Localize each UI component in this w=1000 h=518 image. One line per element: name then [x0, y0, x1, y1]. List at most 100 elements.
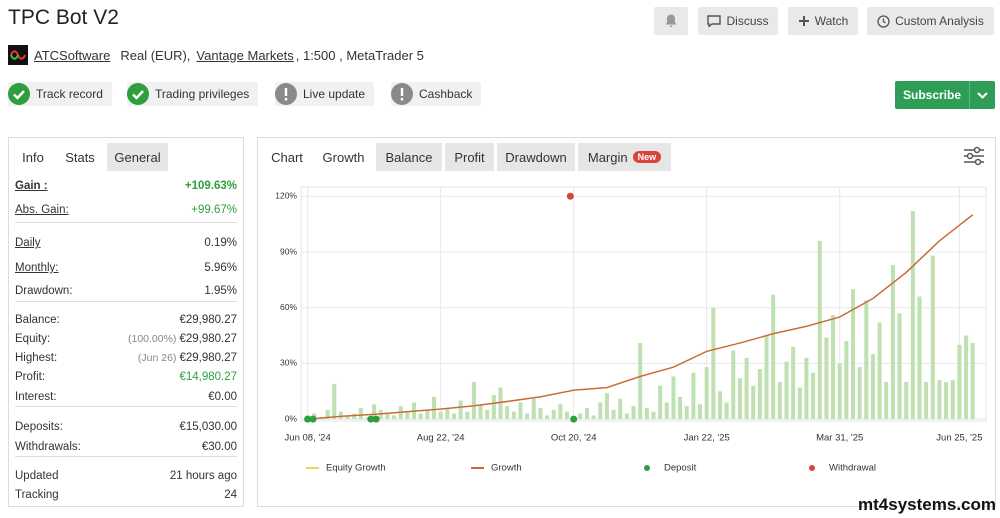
- daily-bar: [658, 385, 663, 420]
- broker-link[interactable]: Vantage Markets: [196, 47, 294, 63]
- separator: [15, 222, 237, 223]
- stat-label: Gain :: [15, 180, 48, 192]
- daily-bar: [850, 289, 855, 420]
- status-badge: Trading privileges: [127, 82, 259, 106]
- daily-bar: [784, 361, 789, 420]
- stat-label: Tracking: [15, 489, 59, 501]
- stat-row: Daily 0.19%: [15, 237, 237, 249]
- settings-icon[interactable]: [963, 146, 985, 166]
- stat-value-group: €15,030.00: [179, 421, 237, 433]
- watch-button[interactable]: Watch: [788, 7, 858, 35]
- chart-tab[interactable]: Drawdown: [497, 143, 575, 171]
- daily-bar: [445, 408, 450, 420]
- daily-bar: [757, 369, 762, 420]
- daily-bar: [771, 294, 776, 420]
- notify-button[interactable]: [654, 7, 688, 35]
- icon-circle: [127, 83, 149, 105]
- daily-bar: [392, 415, 397, 420]
- stat-value-group: (100.00%) €29,980.27: [128, 333, 237, 345]
- icon-circle: [8, 83, 30, 105]
- stat-value-group: €14,980.27: [179, 371, 237, 383]
- x-tick-label: Mar 31, '25: [816, 433, 863, 444]
- stat-label: Withdrawals:: [15, 441, 81, 453]
- discuss-button[interactable]: Discuss: [698, 7, 778, 35]
- daily-bar: [518, 402, 523, 420]
- info-tab[interactable]: General: [107, 143, 168, 171]
- daily-bar: [864, 300, 869, 420]
- daily-bar: [704, 367, 709, 420]
- bell-icon: [665, 14, 677, 27]
- daily-bar: [471, 382, 476, 420]
- stat-value: +99.67%: [191, 204, 237, 216]
- separator: [15, 301, 237, 302]
- daily-bar: [438, 411, 443, 420]
- daily-bar: [604, 393, 609, 420]
- stat-row: Tracking 24: [15, 489, 237, 501]
- stat-value: €30.00: [201, 441, 237, 453]
- info-tab[interactable]: Stats: [65, 149, 95, 165]
- daily-bar: [944, 382, 949, 420]
- badge-label: Cashback: [419, 87, 473, 101]
- stat-row: Equity: (100.00%) €29,980.27: [15, 333, 237, 345]
- daily-bar: [531, 398, 536, 420]
- stat-label: Abs. Gain:: [15, 204, 69, 216]
- separator: [15, 406, 237, 407]
- tab-label: Chart: [271, 149, 303, 165]
- new-badge: New: [632, 151, 662, 163]
- chart-tab[interactable]: Margin New: [578, 143, 671, 171]
- stat-row: Interest: €0.00: [15, 391, 237, 403]
- icon-check: [132, 90, 144, 100]
- daily-bar: [717, 391, 722, 420]
- chart-tab[interactable]: Profit: [445, 143, 494, 171]
- stat-label: Updated: [15, 470, 59, 482]
- custom-analysis-button[interactable]: Custom Analysis: [867, 7, 994, 35]
- plot-area: [300, 186, 987, 422]
- x-tick-label: Jan 22, '25: [684, 433, 730, 444]
- daily-bar: [458, 400, 463, 420]
- stat-label: Drawdown:: [15, 285, 73, 297]
- stat-note: (100.00%): [127, 333, 177, 345]
- event-point: [309, 415, 317, 423]
- watermark: mt4systems.com: [858, 495, 996, 514]
- badge-label: Trading privileges: [155, 87, 250, 101]
- daily-bar: [491, 395, 496, 420]
- stat-value-group: 5.96%: [204, 262, 237, 274]
- event-point: [566, 192, 574, 200]
- subscribe-button[interactable]: Subscribe: [895, 81, 995, 109]
- chart-tab: Chart: [262, 143, 312, 171]
- stat-value-group: 21 hours ago: [170, 470, 237, 482]
- daily-bar: [910, 211, 915, 420]
- stat-value: 5.96%: [204, 262, 237, 274]
- stat-value: €14,980.27: [179, 371, 237, 383]
- author-link[interactable]: ATCSoftware: [34, 47, 111, 63]
- stat-value-group: €29,980.27: [179, 314, 237, 326]
- daily-bar: [904, 382, 909, 420]
- daily-bar: [737, 378, 742, 420]
- status-icon: [391, 83, 413, 105]
- daily-bar: [332, 383, 337, 420]
- stat-value: €15,030.00: [179, 421, 237, 433]
- stat-label: Balance:: [15, 314, 60, 326]
- button-label: Discuss: [726, 14, 769, 28]
- chart-panel: 0% 30% 60% 90% 120% Jun 08, '24 Aug 22, '24 Oct…: [257, 137, 996, 507]
- chart-tab[interactable]: Balance: [376, 143, 442, 171]
- chart-tab[interactable]: Growth: [314, 143, 373, 171]
- daily-bar: [831, 315, 836, 420]
- daily-bar: [897, 313, 902, 420]
- legend-label: Growth: [491, 463, 522, 474]
- daily-bar: [870, 354, 875, 420]
- daily-bar: [744, 357, 749, 420]
- stat-value-group: +109.63%: [185, 180, 237, 192]
- daily-bar: [451, 413, 456, 420]
- tab-label: Drawdown: [505, 149, 567, 165]
- stat-label: Deposits:: [15, 421, 63, 433]
- daily-bar: [777, 382, 782, 420]
- daily-bar: [345, 415, 350, 420]
- event-point: [367, 415, 375, 423]
- daily-bar: [964, 335, 969, 420]
- stat-value: €29,980.27: [179, 314, 237, 326]
- daily-bar: [485, 409, 490, 420]
- info-tab[interactable]: Info: [22, 149, 44, 165]
- growth-line: [307, 214, 974, 420]
